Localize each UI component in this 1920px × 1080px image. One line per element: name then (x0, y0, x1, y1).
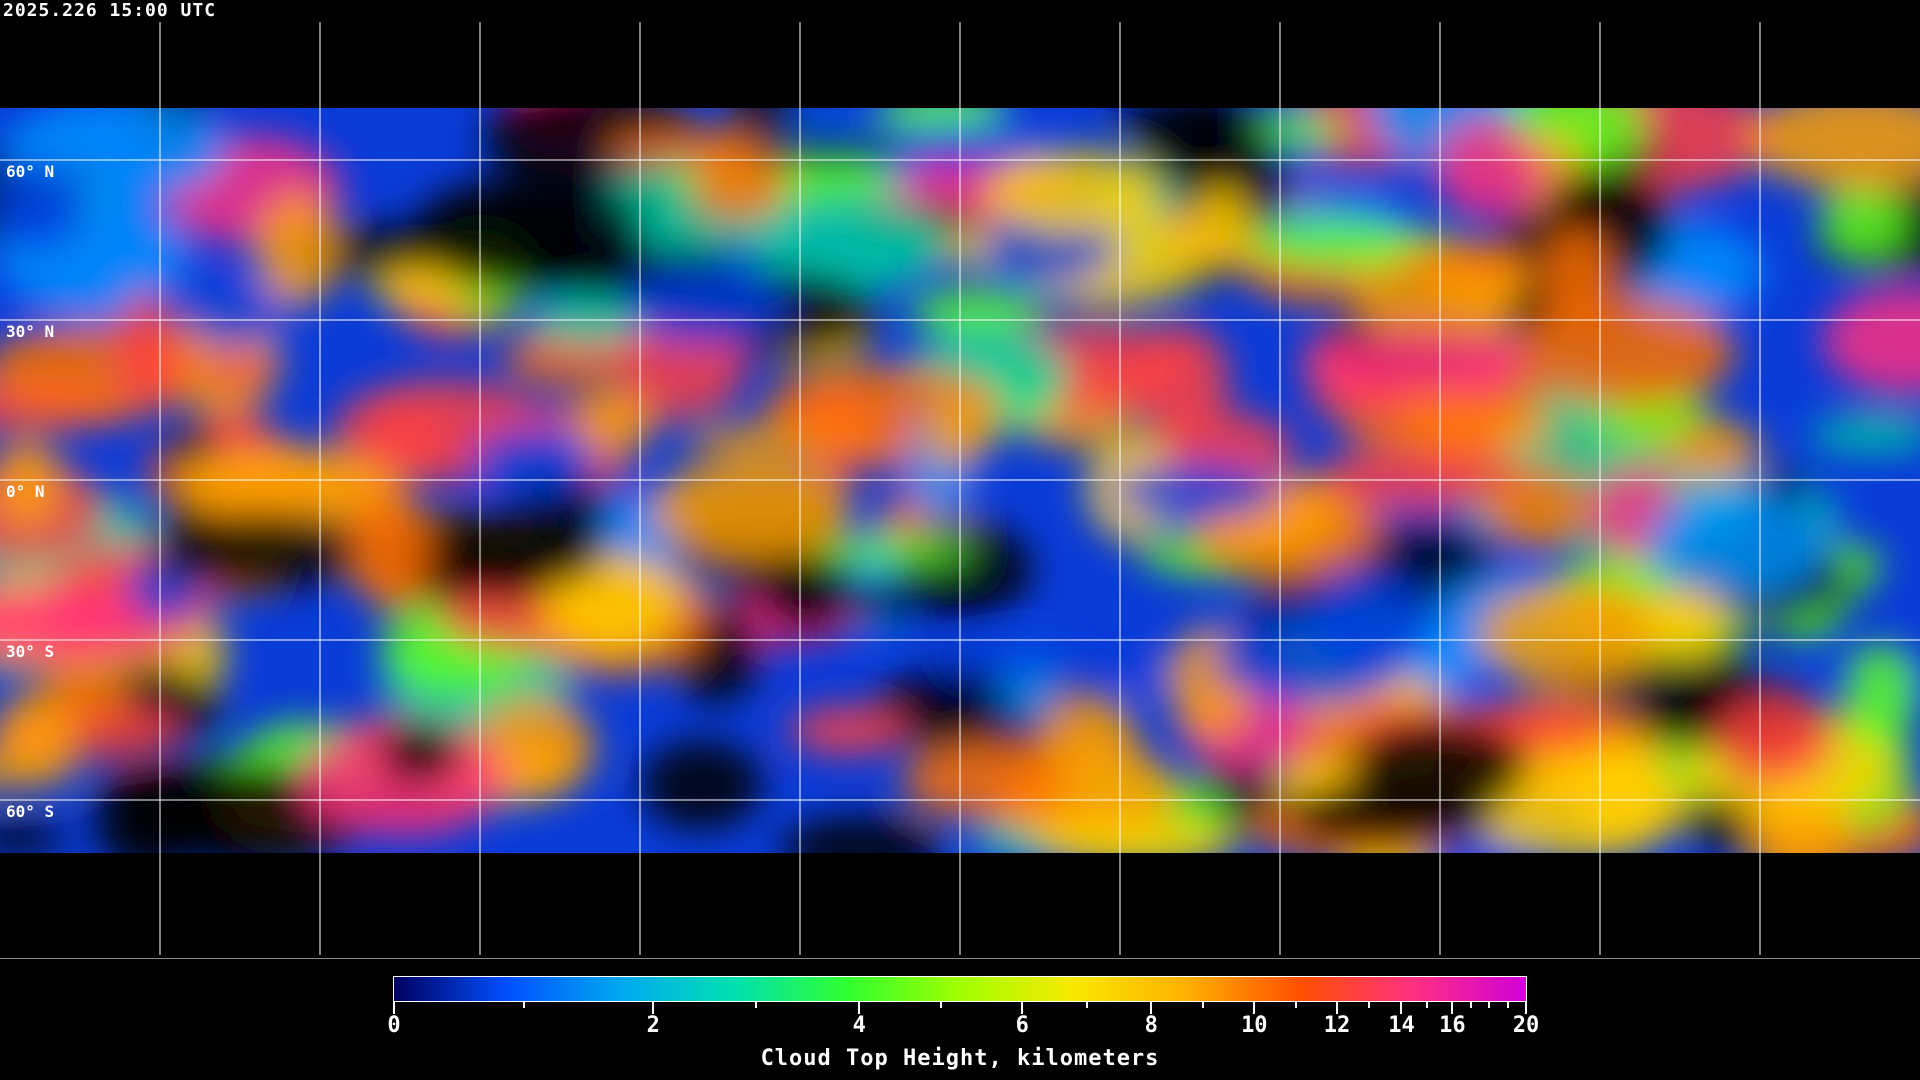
colorbar-title: Cloud Top Height, kilometers (760, 1046, 1160, 1071)
cloud-top-height-map: 2025.226 15:00 UTC 60° N 30° N 0° N 30° S 60… (0, 0, 1920, 955)
colorbar-minor-tick (1368, 1002, 1371, 1008)
colorbar-major-tick (1335, 1002, 1338, 1014)
colorbar-tick-label: 14 (1388, 1013, 1415, 1038)
colorbar-major-tick (1253, 1002, 1256, 1014)
map-border (0, 958, 1920, 959)
colorbar-tick-label: 2 (646, 1013, 660, 1038)
graticule (0, 22, 1920, 955)
latitude-label: 0° N (6, 482, 45, 501)
colorbar-minor-tick (755, 1002, 758, 1008)
colorbar (393, 976, 1527, 1002)
colorbar-minor-tick (1085, 1002, 1088, 1008)
latitude-label: 60° S (6, 802, 55, 821)
colorbar-minor-tick (1488, 1002, 1491, 1008)
latitude-label: 30° S (6, 642, 55, 661)
colorbar-tick-label: 4 (852, 1013, 866, 1038)
colorbar-minor-tick (1201, 1002, 1204, 1008)
colorbar-major-tick (858, 1002, 861, 1014)
colorbar-tick-label: 16 (1439, 1013, 1466, 1038)
colorbar-tick-label: 12 (1323, 1013, 1351, 1038)
colorbar-major-tick (652, 1002, 655, 1014)
colorbar-tick-label: 8 (1144, 1013, 1158, 1038)
colorbar-tick-label: 10 (1241, 1013, 1268, 1038)
colorbar-tick-label: 20 (1512, 1013, 1540, 1038)
colorbar-minor-tick (1294, 1002, 1297, 1008)
satellite-imagery (0, 22, 1920, 955)
colorbar-major-tick (1400, 1002, 1403, 1014)
colorbar-minor-tick (1425, 1002, 1428, 1008)
colorbar-tick-label: 0 (387, 1013, 401, 1038)
colorbar-major-tick (1021, 1002, 1024, 1014)
colorbar-major-tick (1451, 1002, 1454, 1014)
colorbar-major-tick (1525, 1002, 1527, 1014)
colorbar-minor-tick (1506, 1002, 1509, 1008)
colorbar-minor-tick (939, 1002, 942, 1008)
latitude-label: 30° N (6, 322, 55, 341)
colorbar-major-tick (1150, 1002, 1153, 1014)
colorbar-minor-tick (522, 1002, 525, 1008)
colorbar-tick-label: 6 (1015, 1013, 1029, 1038)
colorbar-major-tick (393, 1002, 395, 1014)
latitude-label: 60° N (6, 162, 55, 181)
timestamp: 2025.226 15:00 UTC (3, 0, 217, 21)
colorbar-minor-tick (1469, 1002, 1472, 1008)
